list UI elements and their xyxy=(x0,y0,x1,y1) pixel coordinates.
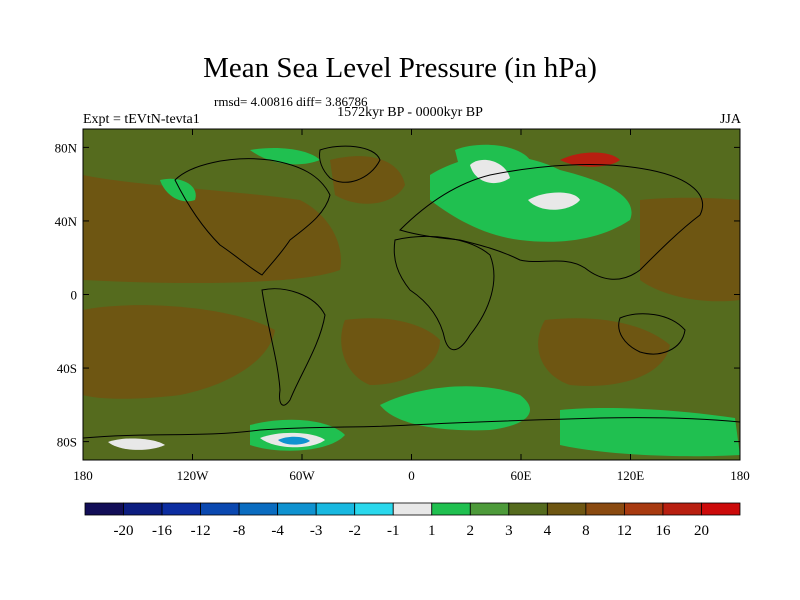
region-white-scandinavia xyxy=(470,159,510,184)
region-white-siberia xyxy=(528,192,580,210)
colorbar-swatch xyxy=(84,502,124,516)
greenland-outline xyxy=(319,145,381,183)
region-north-atlantic xyxy=(330,156,405,204)
region-indian-ocean-high xyxy=(538,318,670,386)
region-white-antarctic-east xyxy=(108,438,165,450)
antarctica-outline xyxy=(83,417,740,439)
colorbar-swatch xyxy=(431,502,471,516)
colorbar-swatch xyxy=(701,502,741,516)
colorbar-label: -4 xyxy=(271,523,284,539)
colorbar-label: 4 xyxy=(544,523,552,539)
colorbar-swatch xyxy=(546,502,587,516)
colorbar-swatch xyxy=(277,502,317,516)
africa-outline xyxy=(393,236,495,350)
colorbar-label: -1 xyxy=(387,523,400,539)
region-south-pacific-high xyxy=(83,305,275,399)
colorbar-label: 16 xyxy=(655,523,671,539)
x-tick-label: 120W xyxy=(177,468,210,483)
x-tick-label: 180 xyxy=(73,468,93,483)
experiment-label: Expt = tEVtN-tevta1 xyxy=(83,112,200,127)
colorbar-label: -2 xyxy=(348,523,361,539)
region-north-pacific-high xyxy=(83,175,341,283)
colorbar-swatch xyxy=(354,502,394,516)
colorbar-label: -16 xyxy=(152,523,172,539)
colorbar-swatch xyxy=(662,502,702,516)
colorbar-swatch xyxy=(469,502,510,516)
north-america-outline xyxy=(174,158,331,276)
x-tick-label: 120E xyxy=(617,468,645,483)
colorbar-label: 1 xyxy=(428,523,436,539)
x-axis: 180 120W 60W 0 60E 120E 180 xyxy=(73,129,750,483)
south-america-outline xyxy=(261,288,326,406)
stats-text: rmsd= 4.00816 diff= 3.86786 xyxy=(214,94,368,109)
region-antarctic-low xyxy=(560,407,740,457)
y-tick-label: 40N xyxy=(55,214,78,229)
region-arctic-canada-low xyxy=(250,148,320,165)
region-south-atlantic-high xyxy=(341,318,440,385)
region-arctic-red xyxy=(560,152,620,167)
region-blue-weddell-core xyxy=(278,436,310,445)
region-southern-ocean-low xyxy=(380,386,530,431)
colorbar-swatch xyxy=(161,502,201,516)
colorbar-swatch xyxy=(392,502,433,516)
chart-title: Mean Sea Level Pressure (in hPa) xyxy=(203,52,597,84)
colorbar-label: 2 xyxy=(467,523,475,539)
region-east-pacific xyxy=(640,197,740,302)
australia-outline xyxy=(618,313,686,355)
colorbar-swatch xyxy=(238,502,279,516)
colorbar-label: -8 xyxy=(233,523,246,539)
y-tick-label: 80N xyxy=(55,140,78,155)
colorbar-swatch xyxy=(508,502,548,516)
colorbar-swatch xyxy=(200,502,240,516)
chart-subtitle: 1572kyr BP - 0000kyr BP xyxy=(337,105,483,120)
coastlines xyxy=(83,145,740,439)
colorbar-swatch xyxy=(315,502,356,516)
y-tick-label: 0 xyxy=(71,288,78,303)
season-label: JJA xyxy=(719,112,741,127)
eurasia-outline xyxy=(399,164,703,280)
colorbar-label: -3 xyxy=(310,523,323,539)
colorbar-label: 8 xyxy=(582,523,590,539)
y-axis: 80N 40N 0 40S 80S xyxy=(55,140,740,450)
colorbar-label: 12 xyxy=(617,523,632,539)
colorbar-swatch xyxy=(123,502,163,516)
x-tick-label: 60W xyxy=(289,468,315,483)
colorbar-label: -12 xyxy=(191,523,211,539)
y-tick-label: 80S xyxy=(57,435,77,450)
colorbar: -20 -16 -12 -8 -4 -3 -2 -1 1 2 3 4 8 12 16 20 xyxy=(84,502,741,539)
map-field xyxy=(83,129,740,460)
region-north-pacific-low xyxy=(160,178,196,202)
y-tick-label: 40S xyxy=(57,361,77,376)
x-tick-label: 180 xyxy=(730,468,750,483)
colorbar-label: 20 xyxy=(694,523,709,539)
colorbar-swatch xyxy=(585,502,625,516)
x-tick-label: 60E xyxy=(511,468,532,483)
colorbar-label: -20 xyxy=(114,523,134,539)
colorbar-swatch xyxy=(624,502,664,516)
colorbar-label: 3 xyxy=(505,523,513,539)
x-tick-label: 0 xyxy=(408,468,415,483)
